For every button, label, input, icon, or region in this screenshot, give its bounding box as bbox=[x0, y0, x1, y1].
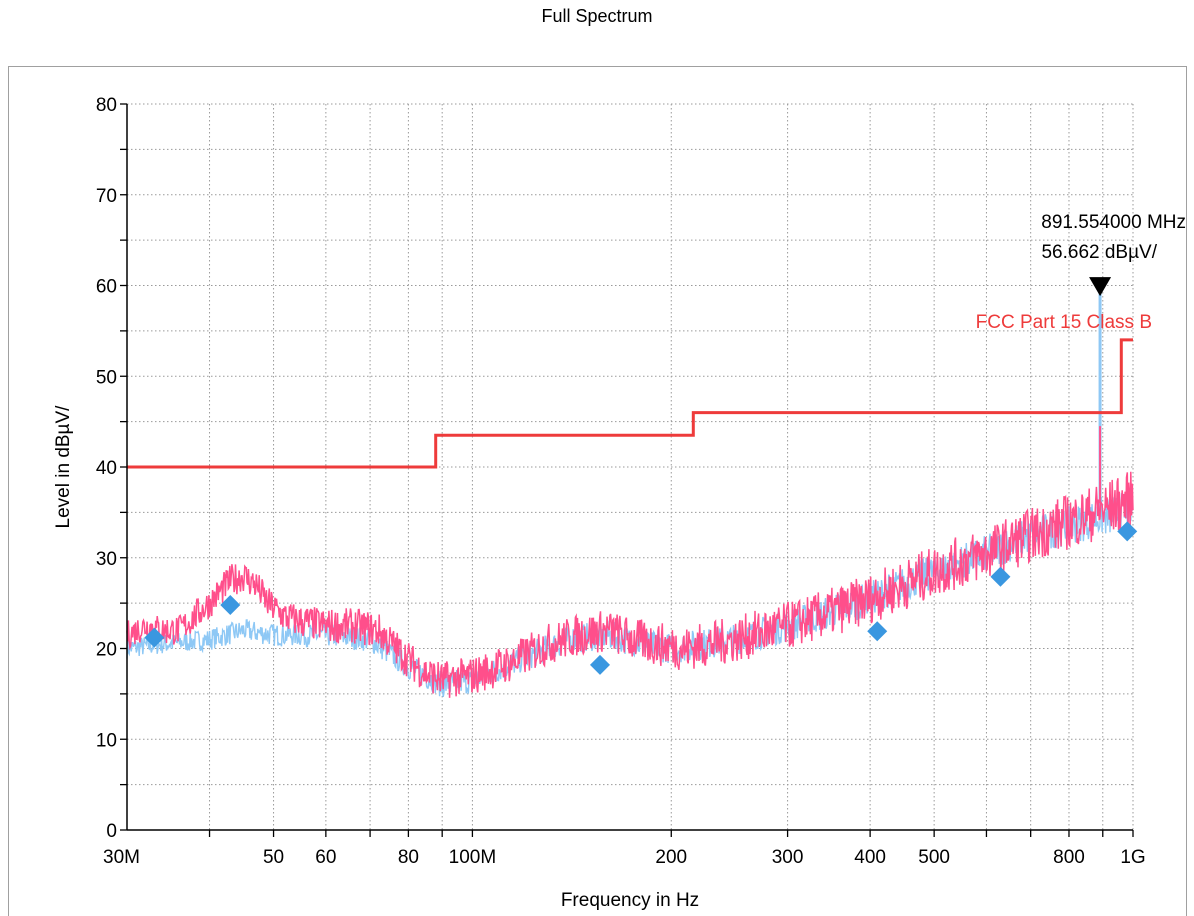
x-tick-label: 400 bbox=[854, 847, 886, 868]
horizontal-trace bbox=[126, 471, 1134, 698]
y-tick-label: 20 bbox=[96, 640, 117, 661]
series-layer bbox=[126, 290, 1138, 698]
y-tick-label: 50 bbox=[96, 367, 117, 388]
peak-level-label: 56.662 dBµV/ bbox=[1041, 242, 1157, 263]
x-tick-label: 800 bbox=[1053, 847, 1085, 868]
x-axis-title: Frequency in Hz bbox=[561, 890, 699, 911]
y-tick-label: 60 bbox=[96, 277, 117, 298]
quasi-peak-point bbox=[867, 621, 888, 642]
peak-frequency-label: 891.554000 MHz bbox=[1041, 212, 1186, 233]
y-tick-label: 80 bbox=[96, 95, 117, 116]
x-tick-label: 1G bbox=[1120, 847, 1145, 868]
y-tick-label: 70 bbox=[96, 186, 117, 207]
quasi-peak-point bbox=[589, 654, 610, 675]
y-tick-label: 40 bbox=[96, 458, 117, 479]
y-tick-label: 30 bbox=[96, 549, 117, 570]
grid bbox=[127, 103, 1134, 830]
x-tick-label: 60 bbox=[315, 847, 336, 868]
y-tick-label: 10 bbox=[96, 730, 117, 751]
quasi-peak-point bbox=[220, 594, 241, 615]
plot-frame bbox=[8, 66, 1187, 916]
peak-marker-icon bbox=[1089, 277, 1112, 297]
x-tick-label: 80 bbox=[398, 847, 419, 868]
quasi-peak-point bbox=[144, 627, 165, 648]
chart-title: Full Spectrum bbox=[541, 6, 653, 26]
annotations: FCC Part 15 Class B 891.554000 MHz 56.662 … bbox=[976, 212, 1186, 333]
axes: 0 10 20 30 40 50 60 70 80 30M 50 60 80 100M 200 300 400 5… bbox=[96, 95, 1146, 868]
y-axis-title: Level in dBµV/ bbox=[53, 405, 74, 529]
x-tick-label: 50 bbox=[263, 847, 284, 868]
x-tick-label: 500 bbox=[918, 847, 950, 868]
limit-label: FCC Part 15 Class B bbox=[976, 312, 1152, 333]
x-tick-label: 300 bbox=[772, 847, 804, 868]
quasi-peak-point bbox=[990, 566, 1011, 587]
x-tick-label: 100M bbox=[449, 847, 497, 868]
quasi-peak-point bbox=[1117, 521, 1138, 542]
limit-line bbox=[127, 338, 1133, 469]
y-tick-label: 0 bbox=[106, 821, 117, 842]
vertical-trace bbox=[126, 488, 1134, 698]
x-tick-label: 30M bbox=[103, 847, 140, 868]
x-tick-label: 200 bbox=[655, 847, 687, 868]
